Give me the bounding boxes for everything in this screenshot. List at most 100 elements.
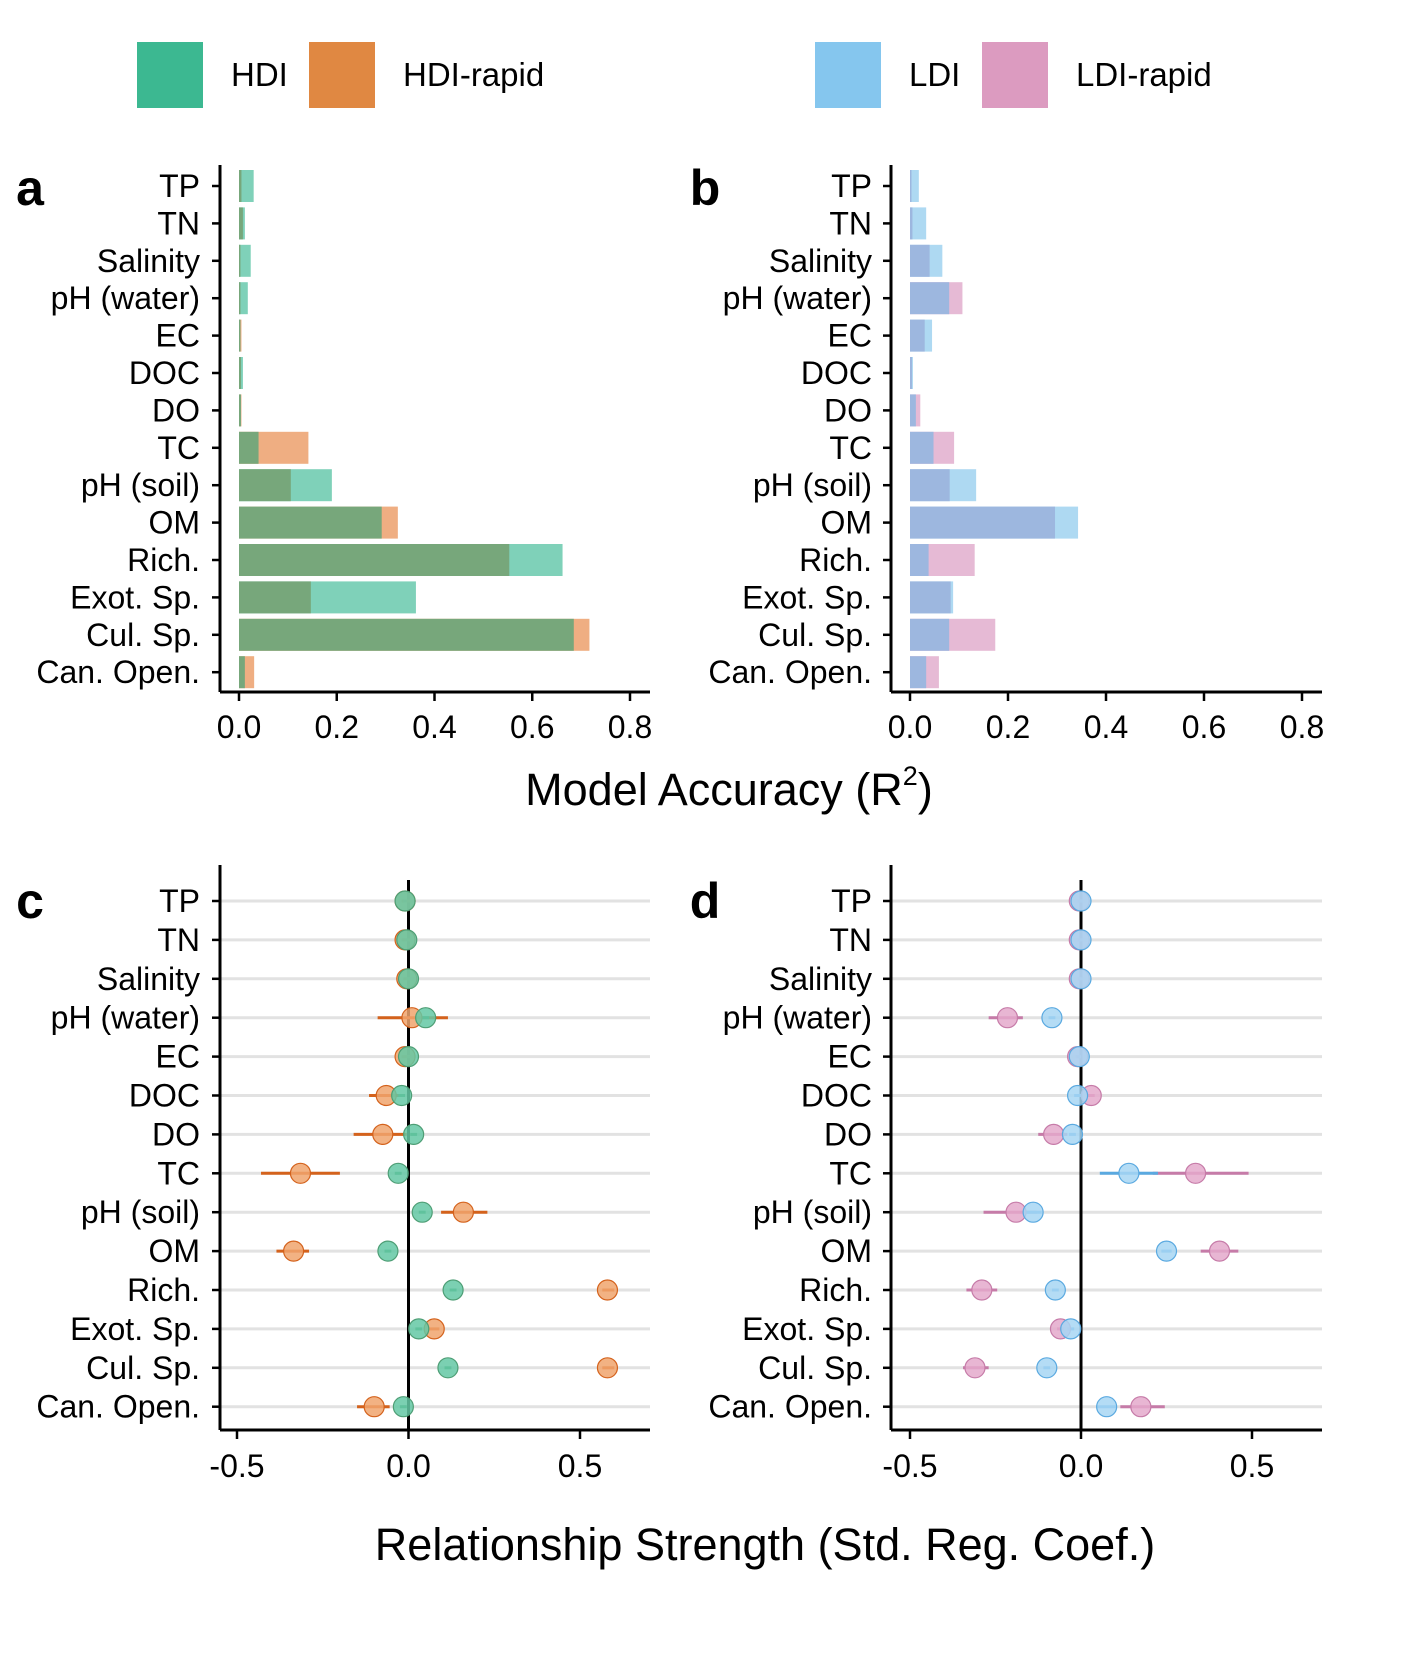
y-tick-label: TC [157, 430, 200, 466]
point-ldi [1118, 1162, 1140, 1184]
panel-letter-a: a [16, 160, 45, 216]
y-tick-label: pH (soil) [81, 467, 200, 503]
legend-item-ldi: LDI [815, 42, 960, 108]
bar-overlap [239, 506, 382, 539]
bar-overlap [910, 469, 950, 502]
y-tick-label: TP [159, 883, 200, 919]
y-tick-label: OM [820, 505, 872, 541]
bar-overlap [239, 544, 510, 576]
y-tick-label: Rich. [127, 1272, 200, 1308]
y-tick-label: Can. Open. [708, 1389, 872, 1425]
y-tick-label: TC [829, 430, 872, 466]
bar-overlap [910, 581, 951, 614]
bar-overlap [239, 618, 574, 651]
y-tick-label: pH (soil) [81, 1194, 200, 1230]
point-ldi-rapid [1043, 1123, 1065, 1146]
y-tick-label: DO [824, 1116, 872, 1152]
x-tick-label: 0.8 [608, 709, 652, 745]
y-tick-label: Salinity [97, 961, 200, 997]
point-ldi [1060, 1318, 1082, 1340]
point-ldi [1070, 968, 1092, 990]
x-tick-label: 0.2 [315, 709, 359, 745]
y-tick-label: EC [156, 1039, 200, 1075]
point-hdi-rapid [596, 1279, 619, 1301]
y-tick-label: Cul. Sp. [758, 1350, 872, 1386]
y-tick-label: DOC [129, 355, 200, 391]
point-ldi [1070, 929, 1092, 951]
point-hdi-rapid [452, 1201, 474, 1223]
y-tick-label: pH (water) [51, 280, 200, 316]
point-ldi [1068, 1045, 1090, 1068]
point-ldi [1096, 1396, 1118, 1418]
y-tick-label: DOC [801, 1078, 872, 1114]
x-tick-label: 0.5 [558, 1448, 602, 1484]
point-hdi [437, 1357, 459, 1379]
bar-ldi [910, 170, 919, 202]
bar-overlap [239, 357, 241, 389]
point-hdi [394, 890, 416, 912]
bar-overlap [239, 431, 259, 464]
point-hdi [408, 1318, 430, 1340]
legend-item-hdi: HDI [137, 42, 288, 108]
point-hdi-rapid [596, 1357, 619, 1379]
y-tick-label: Can. Open. [36, 1389, 200, 1425]
point-hdi [411, 1201, 433, 1223]
y-tick-label: Rich. [799, 542, 872, 578]
top-axis-title-main: Model Accuracy (R [525, 764, 903, 815]
bar-hdi [239, 170, 254, 202]
panel-letter-c: c [16, 873, 44, 929]
point-ldi [1155, 1240, 1178, 1262]
point-ldi-rapid [964, 1357, 986, 1379]
bar-overlap [239, 244, 241, 277]
bar-overlap [910, 282, 950, 315]
point-hdi [442, 1279, 464, 1301]
bar-overlap [910, 207, 913, 240]
y-tick-label: OM [820, 1233, 872, 1269]
legend-swatch-hdi [137, 42, 203, 108]
y-tick-label: OM [148, 505, 200, 541]
y-tick-label: DO [824, 392, 872, 428]
y-tick-label: Exot. Sp. [742, 579, 872, 615]
point-hdi-rapid [363, 1396, 385, 1418]
y-tick-label: Rich. [127, 542, 200, 578]
y-tick-label: DOC [801, 355, 872, 391]
legend-label-hdi-rapid: HDI-rapid [403, 56, 545, 93]
y-tick-label: pH (water) [51, 1000, 200, 1036]
bar-overlap [910, 170, 912, 202]
bar-hdi [239, 244, 251, 277]
bar-overlap [910, 394, 916, 427]
y-tick-label: TP [159, 168, 200, 204]
point-hdi [387, 1162, 409, 1184]
y-tick-label: pH (soil) [753, 1194, 872, 1230]
y-tick-label: Cul. Sp. [758, 617, 872, 653]
x-tick-label: -0.5 [882, 1448, 937, 1484]
point-ldi [1044, 1279, 1066, 1301]
bar-overlap [910, 506, 1056, 539]
bar-overlap [910, 656, 927, 689]
legend-swatch-ldi [815, 42, 881, 108]
point-ldi [1022, 1201, 1044, 1223]
point-ldi-rapid [971, 1279, 993, 1301]
bar-hdi [239, 282, 248, 315]
x-tick-label: 0.4 [1084, 709, 1128, 745]
x-tick-label: 0.2 [986, 709, 1030, 745]
top-axis-title-sup: 2 [903, 761, 918, 791]
legend: HDI HDI-rapid LDI LDI-rapid [0, 0, 1417, 130]
bar-overlap [910, 431, 934, 464]
y-tick-label: Exot. Sp. [70, 1311, 200, 1347]
y-tick-label: pH (soil) [753, 467, 872, 503]
y-tick-label: EC [828, 318, 872, 354]
point-ldi [1036, 1357, 1058, 1379]
y-tick-label: Salinity [97, 243, 200, 279]
point-hdi [391, 1084, 413, 1107]
y-tick-label: Can. Open. [36, 654, 200, 690]
bar-overlap [910, 244, 930, 277]
y-tick-label: Salinity [769, 243, 872, 279]
y-tick-label: TP [831, 883, 872, 919]
y-tick-label: DO [152, 392, 200, 428]
legend-label-hdi: HDI [231, 56, 288, 93]
bottom-axis-title: Relationship Strength (Std. Reg. Coef.) [375, 1519, 1155, 1570]
